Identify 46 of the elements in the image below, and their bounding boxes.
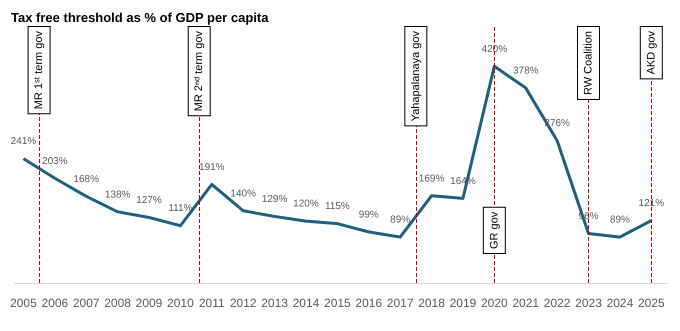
x-tick-label: 2022	[544, 296, 571, 310]
data-label: 168%	[73, 174, 100, 185]
data-label: 138%	[104, 189, 130, 200]
data-label: 129%	[262, 194, 288, 205]
x-tick-label: 2008	[104, 296, 132, 310]
x-tick-label: 2020	[480, 296, 508, 310]
x-tick-label: 2009	[136, 296, 163, 310]
ref-line-label: Yahapalanaya gov	[410, 30, 422, 122]
data-label: 120%	[293, 198, 319, 210]
data-label: 89%	[610, 214, 630, 226]
x-tick-label: 2012	[230, 296, 257, 310]
x-tick-label: 2010	[167, 296, 194, 310]
data-label: 115%	[324, 201, 350, 212]
x-tick-label: 2023	[575, 296, 602, 310]
ref-line-label: GR gov	[488, 211, 500, 249]
chart-title: Tax free threshold as % of GDP per capita	[11, 10, 270, 25]
ref-line-label: AKD gov	[645, 30, 658, 74]
x-tick-label: 2016	[355, 296, 382, 310]
data-label: 169%	[418, 173, 444, 184]
x-tick-label: 2021	[512, 296, 540, 310]
data-label: 140%	[230, 188, 256, 200]
data-label: 378%	[512, 65, 539, 76]
data-label: 203%	[42, 156, 68, 167]
x-tick-label: 2017	[386, 296, 414, 310]
ref-line-label: MR 1ˢᵗ term gov	[33, 30, 46, 110]
x-tick-label: 2025	[638, 296, 665, 310]
data-label: 89%	[390, 214, 410, 226]
x-tick-label: 2006	[41, 296, 68, 310]
data-label: 420%	[482, 44, 508, 55]
x-tick-label: 2024	[606, 296, 634, 310]
x-tick-label: 2013	[261, 296, 288, 310]
x-tick-label: 2007	[72, 296, 100, 310]
x-tick-label: 2015	[324, 296, 352, 310]
data-label: 111%	[168, 203, 193, 214]
x-tick-label: 2005	[10, 296, 38, 310]
x-tick-label: 2011	[198, 296, 226, 310]
data-label: 127%	[136, 194, 162, 206]
data-label: 191%	[198, 162, 225, 173]
x-tick-label: 2019	[450, 296, 477, 310]
ref-line-label: MR 2ⁿᵈ term gov	[193, 30, 206, 112]
data-label: 121%	[638, 198, 664, 210]
data-label: 241%	[10, 136, 36, 148]
ref-line-label: RW Coalition	[582, 31, 595, 95]
x-tick-label: 2018	[418, 296, 446, 310]
x-tick-label: 2014	[292, 296, 320, 310]
data-label: 99%	[358, 209, 379, 220]
